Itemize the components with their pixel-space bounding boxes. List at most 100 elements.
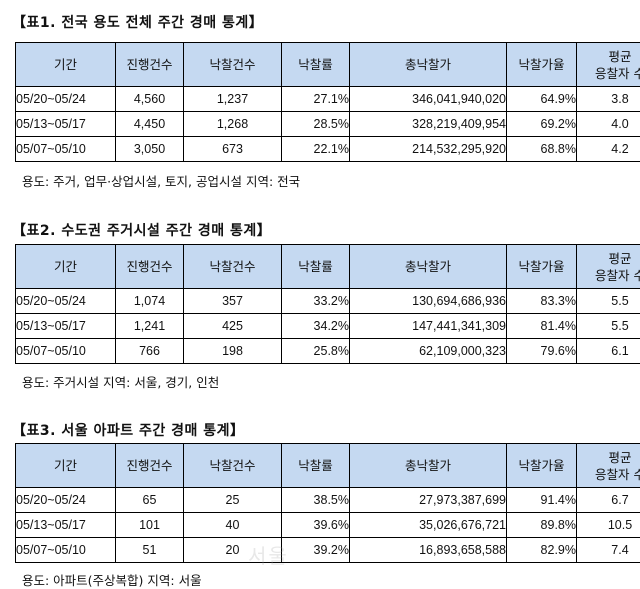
table-cell: 5.5 — [576, 288, 640, 314]
table-cell: 05/20~05/24 — [15, 487, 116, 513]
table-cell: 4.0 — [576, 111, 640, 137]
table-cell: 65 — [115, 487, 184, 513]
column-header: 낙찰가율 — [506, 443, 577, 488]
stats-table: 기간 진행건수 낙찰건수 낙찰률 총낙찰가 낙찰가율 평균 응찰자 수 05/20~05/24… — [15, 42, 640, 162]
table-cell: 05/20~05/24 — [15, 86, 116, 112]
table-row: 05/07~05/10 3,050 673 22.1% 214,532,295,920 6… — [15, 136, 640, 162]
table-cell: 1,268 — [183, 111, 282, 137]
table-row: 05/07~05/10 51 20 39.2% 16,893,658,588 82.9% 7… — [15, 537, 640, 563]
table-cell: 766 — [115, 338, 184, 364]
table-cell: 27.1% — [281, 86, 350, 112]
table-cell: 05/13~05/17 — [15, 111, 116, 137]
table-cell: 10.5 — [576, 512, 640, 538]
table-cell: 39.2% — [281, 537, 350, 563]
table-cell: 68.8% — [506, 136, 577, 162]
table-cell: 05/07~05/10 — [15, 136, 116, 162]
column-header: 기간 — [15, 443, 116, 488]
table-cell: 20 — [183, 537, 282, 563]
table-cell: 1,241 — [115, 313, 184, 339]
table-title: 【표3. 서울 아파트 주간 경매 통계】 — [12, 423, 245, 439]
table-cell: 28.5% — [281, 111, 350, 137]
table-cell: 34.2% — [281, 313, 350, 339]
stats-table: 기간 진행건수 낙찰건수 낙찰률 총낙찰가 낙찰가율 평균 응찰자 수 05/20~05/24… — [15, 244, 640, 364]
table-header-row: 기간 진행건수 낙찰건수 낙찰률 총낙찰가 낙찰가율 평균 응찰자 수 — [15, 443, 640, 488]
table-cell: 198 — [183, 338, 282, 364]
table-cell: 05/13~05/17 — [15, 512, 116, 538]
table-cell: 33.2% — [281, 288, 350, 314]
table-row: 05/13~05/17 4,450 1,268 28.5% 328,219,409,95… — [15, 111, 640, 137]
column-header: 낙찰가율 — [506, 42, 577, 87]
column-header: 낙찰가율 — [506, 244, 577, 289]
stats-table: 기간 진행건수 낙찰건수 낙찰률 총낙찰가 낙찰가율 평균 응찰자 수 05/20~05/24… — [15, 443, 640, 563]
table-cell: 38.5% — [281, 487, 350, 513]
table-cell: 25.8% — [281, 338, 350, 364]
table-cell: 83.3% — [506, 288, 577, 314]
table-cell: 64.9% — [506, 86, 577, 112]
table-cell: 35,026,676,721 — [349, 512, 507, 538]
column-header: 낙찰률 — [281, 42, 350, 87]
table-cell: 62,109,000,323 — [349, 338, 507, 364]
table-cell: 51 — [115, 537, 184, 563]
column-header: 낙찰건수 — [183, 42, 282, 87]
table-cell: 1,074 — [115, 288, 184, 314]
table-title: 【표1. 전국 용도 전체 주간 경매 통계】 — [12, 15, 264, 31]
table-cell: 27,973,387,699 — [349, 487, 507, 513]
column-header: 총낙찰가 — [349, 42, 507, 87]
table-cell: 05/07~05/10 — [15, 338, 116, 364]
table-cell: 425 — [183, 313, 282, 339]
watermark: 서울 — [248, 544, 289, 568]
table-cell: 673 — [183, 136, 282, 162]
table-cell: 4,560 — [115, 86, 184, 112]
column-header: 진행건수 — [115, 443, 184, 488]
table-cell: 4,450 — [115, 111, 184, 137]
column-header: 총낙찰가 — [349, 443, 507, 488]
table-cell: 130,694,686,936 — [349, 288, 507, 314]
column-header: 평균 응찰자 수 — [576, 443, 640, 488]
table-row: 05/20~05/24 4,560 1,237 27.1% 346,041,940,02… — [15, 86, 640, 112]
table-cell: 6.7 — [576, 487, 640, 513]
table-note: 용도: 주거, 업무·상업시설, 토지, 공업시설 지역: 전국 — [22, 174, 301, 189]
table-cell: 16,893,658,588 — [349, 537, 507, 563]
column-header: 평균 응찰자 수 — [576, 244, 640, 289]
table-cell: 05/13~05/17 — [15, 313, 116, 339]
table-cell: 22.1% — [281, 136, 350, 162]
table-cell: 40 — [183, 512, 282, 538]
table-row: 05/20~05/24 65 25 38.5% 27,973,387,699 91.4% 6… — [15, 487, 640, 513]
table-header-row: 기간 진행건수 낙찰건수 낙찰률 총낙찰가 낙찰가율 평균 응찰자 수 — [15, 244, 640, 289]
table-row: 05/13~05/17 1,241 425 34.2% 147,441,341,309 8… — [15, 313, 640, 339]
column-header: 기간 — [15, 244, 116, 289]
table-cell: 79.6% — [506, 338, 577, 364]
table-cell: 39.6% — [281, 512, 350, 538]
table-cell: 346,041,940,020 — [349, 86, 507, 112]
table-row: 05/13~05/17 101 40 39.6% 35,026,676,721 89.8%… — [15, 512, 640, 538]
table-cell: 05/20~05/24 — [15, 288, 116, 314]
table-cell: 3,050 — [115, 136, 184, 162]
table-cell: 6.1 — [576, 338, 640, 364]
table-cell: 91.4% — [506, 487, 577, 513]
column-header: 기간 — [15, 42, 116, 87]
table-cell: 81.4% — [506, 313, 577, 339]
table-cell: 101 — [115, 512, 184, 538]
table-cell: 05/07~05/10 — [15, 537, 116, 563]
column-header: 낙찰건수 — [183, 443, 282, 488]
table-note: 용도: 주거시설 지역: 서울, 경기, 인천 — [22, 375, 220, 390]
table-cell: 147,441,341,309 — [349, 313, 507, 339]
table-row: 05/20~05/24 1,074 357 33.2% 130,694,686,936 8… — [15, 288, 640, 314]
column-header: 낙찰률 — [281, 443, 350, 488]
table-cell: 7.4 — [576, 537, 640, 563]
table-cell: 328,219,409,954 — [349, 111, 507, 137]
table-header-row: 기간 진행건수 낙찰건수 낙찰률 총낙찰가 낙찰가율 평균 응찰자 수 — [15, 42, 640, 87]
column-header: 낙찰률 — [281, 244, 350, 289]
column-header: 진행건수 — [115, 244, 184, 289]
column-header: 평균 응찰자 수 — [576, 42, 640, 87]
table-note: 용도: 아파트(주상복합) 지역: 서울 — [22, 573, 202, 588]
table-cell: 5.5 — [576, 313, 640, 339]
column-header: 낙찰건수 — [183, 244, 282, 289]
table-cell: 214,532,295,920 — [349, 136, 507, 162]
column-header: 진행건수 — [115, 42, 184, 87]
table-cell: 82.9% — [506, 537, 577, 563]
table-cell: 4.2 — [576, 136, 640, 162]
table-cell: 69.2% — [506, 111, 577, 137]
table-cell: 357 — [183, 288, 282, 314]
table-cell: 3.8 — [576, 86, 640, 112]
